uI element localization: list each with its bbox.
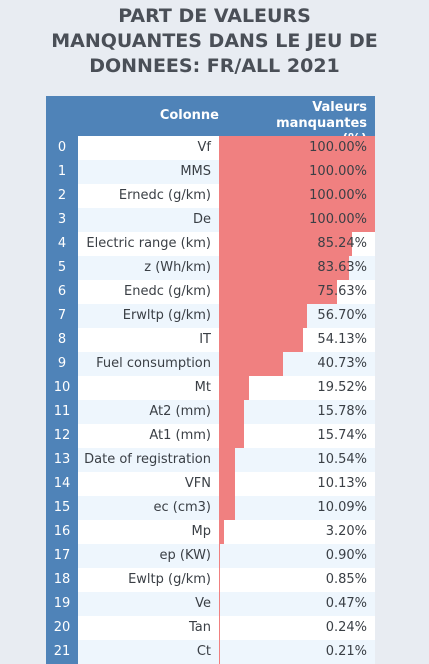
row-index: 12 <box>46 424 78 448</box>
row-column-name: De <box>78 208 211 232</box>
row-value-label: 10.09% <box>219 496 367 520</box>
row-column-name: Electric range (km) <box>78 232 211 256</box>
row-column-name: VFN <box>78 472 211 496</box>
chart-title: PART DE VALEURS MANQUANTES DANS LE JEU D… <box>0 4 429 79</box>
row-index: 17 <box>46 544 78 568</box>
row-column-name: Ve <box>78 592 211 616</box>
title-line-3: DONNEES: FR/ALL 2021 <box>0 54 429 79</box>
row-value-label: 54.13% <box>219 328 367 352</box>
row-column-name: Ct <box>78 640 211 664</box>
row-column-name: Tan <box>78 616 211 640</box>
row-column-name: Enedc (g/km) <box>78 280 211 304</box>
row-column-name: At1 (mm) <box>78 424 211 448</box>
row-value-label: 100.00% <box>219 136 367 160</box>
row-value-label: 3.20% <box>219 520 367 544</box>
row-value-label: 0.85% <box>219 568 367 592</box>
row-value-label: 75.63% <box>219 280 367 304</box>
row-index: 4 <box>46 232 78 256</box>
row-index: 0 <box>46 136 78 160</box>
row-value-label: 0.47% <box>219 592 367 616</box>
row-index: 1 <box>46 160 78 184</box>
row-value-label: 0.90% <box>219 544 367 568</box>
row-value-label: 100.00% <box>219 208 367 232</box>
row-column-name: Vf <box>78 136 211 160</box>
row-index: 2 <box>46 184 78 208</box>
column-header-valeurs-line-1: Valeurs manquantes <box>219 100 367 132</box>
row-column-name: Mt <box>78 376 211 400</box>
row-column-name: ec (cm3) <box>78 496 211 520</box>
row-value-label: 15.78% <box>219 400 367 424</box>
row-index: 11 <box>46 400 78 424</box>
row-index: 7 <box>46 304 78 328</box>
row-index: 21 <box>46 640 78 664</box>
row-value-label: 56.70% <box>219 304 367 328</box>
row-column-name: ep (KW) <box>78 544 211 568</box>
row-index: 16 <box>46 520 78 544</box>
row-value-label: 10.13% <box>219 472 367 496</box>
row-index: 13 <box>46 448 78 472</box>
row-value-label: 40.73% <box>219 352 367 376</box>
row-value-label: 0.24% <box>219 616 367 640</box>
row-column-name: Ernedc (g/km) <box>78 184 211 208</box>
row-index: 9 <box>46 352 78 376</box>
row-index: 6 <box>46 280 78 304</box>
row-value-label: 0.21% <box>219 640 367 664</box>
row-value-label: 10.54% <box>219 448 367 472</box>
row-value-label: 83.63% <box>219 256 367 280</box>
row-column-name: At2 (mm) <box>78 400 211 424</box>
row-index: 15 <box>46 496 78 520</box>
row-value-label: 100.00% <box>219 184 367 208</box>
row-column-name: MMS <box>78 160 211 184</box>
row-column-name: z (Wh/km) <box>78 256 211 280</box>
row-index: 10 <box>46 376 78 400</box>
row-value-label: 85.24% <box>219 232 367 256</box>
row-column-name: Mp <box>78 520 211 544</box>
row-column-name: Erwltp (g/km) <box>78 304 211 328</box>
row-value-label: 19.52% <box>219 376 367 400</box>
row-column-name: Date of registration <box>78 448 211 472</box>
row-column-name: Ewltp (g/km) <box>78 568 211 592</box>
title-line-1: PART DE VALEURS <box>0 4 429 29</box>
row-index: 18 <box>46 568 78 592</box>
column-header-colonne[interactable]: Colonne <box>78 108 219 123</box>
row-value-label: 100.00% <box>219 160 367 184</box>
row-index: 3 <box>46 208 78 232</box>
table-header: Colonne Valeurs manquantes (%) <box>46 96 375 136</box>
row-index: 8 <box>46 328 78 352</box>
missing-values-table: Colonne Valeurs manquantes (%) 0Vf 100.00… <box>46 96 375 664</box>
row-value-label: 15.74% <box>219 424 367 448</box>
row-index: 19 <box>46 592 78 616</box>
row-index: 14 <box>46 472 78 496</box>
row-index: 5 <box>46 256 78 280</box>
row-index: 20 <box>46 616 78 640</box>
title-line-2: MANQUANTES DANS LE JEU DE <box>0 29 429 54</box>
row-column-name: Fuel consumption <box>78 352 211 376</box>
row-column-name: IT <box>78 328 211 352</box>
